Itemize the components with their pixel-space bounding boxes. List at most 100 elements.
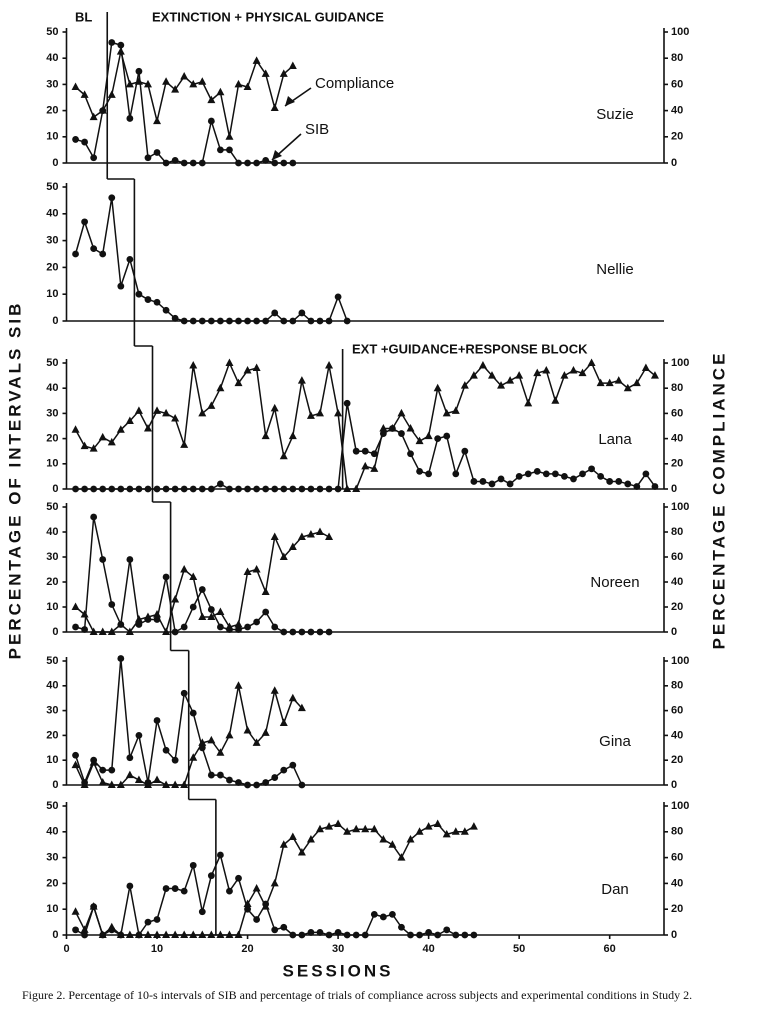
sib-point — [262, 779, 270, 786]
compliance-point — [352, 824, 361, 833]
compliance-point — [361, 461, 370, 470]
compliance-point — [325, 822, 334, 830]
sib-point — [642, 470, 650, 478]
sib-point — [244, 485, 251, 493]
x-tick-label: 40 — [422, 943, 434, 955]
sib-point — [280, 485, 288, 493]
compliance-point — [252, 56, 261, 64]
compliance-point — [243, 899, 252, 908]
compliance-point — [198, 930, 207, 938]
compliance-point — [98, 432, 107, 441]
sib-point — [108, 485, 116, 493]
sib-point — [180, 485, 188, 493]
compliance-point — [279, 552, 288, 560]
compliance-point — [261, 587, 270, 595]
compliance-point — [107, 437, 116, 446]
sib-point — [117, 41, 125, 49]
compliance-point — [143, 612, 152, 620]
compliance-point — [406, 424, 415, 432]
sib-point — [126, 556, 134, 563]
sib-point — [606, 478, 614, 485]
y-tick-label: 10 — [46, 131, 58, 143]
sib-point — [416, 931, 423, 939]
compliance-point — [171, 930, 180, 938]
y2-tick-label: 20 — [671, 458, 683, 470]
sib-point — [235, 779, 242, 786]
compliance-point — [80, 441, 89, 450]
sib-point — [135, 67, 143, 75]
sib-point — [651, 483, 659, 490]
sib-point — [271, 485, 279, 493]
sib-point — [144, 296, 152, 303]
y2-tick-label: 0 — [671, 929, 677, 941]
y2-tick-label: 20 — [671, 601, 683, 613]
sib-point — [289, 931, 297, 939]
sib-point — [398, 923, 405, 931]
compliance-point — [162, 780, 171, 788]
sib-point — [135, 732, 143, 739]
compliance-point — [143, 424, 152, 432]
compliance-point — [478, 361, 487, 369]
compliance-point — [297, 847, 306, 856]
sib-point — [488, 480, 496, 488]
compliance-point — [116, 425, 125, 433]
sib-point — [316, 929, 324, 936]
sib-point — [325, 317, 333, 325]
sib-point — [298, 931, 306, 939]
y-tick-label: 10 — [46, 288, 58, 300]
arrow-head — [285, 96, 295, 106]
compliance-point — [98, 930, 107, 938]
compliance-point — [270, 403, 279, 412]
sib-point — [334, 485, 342, 493]
compliance-point — [71, 82, 80, 91]
y2-tick-label: 60 — [671, 78, 683, 90]
compliance-point — [524, 398, 533, 407]
compliance-point — [315, 527, 324, 535]
compliance-point — [225, 730, 234, 739]
sib-point — [470, 931, 478, 939]
sib-point — [443, 926, 451, 934]
sib-point — [570, 475, 577, 483]
sib-point — [198, 159, 206, 167]
sib-point — [579, 470, 586, 478]
compliance-point — [388, 840, 397, 848]
sib-point — [226, 485, 233, 493]
compliance-point — [225, 132, 234, 140]
sib-point — [262, 156, 270, 164]
sib-point — [434, 931, 442, 939]
compliance-point — [433, 819, 442, 828]
sib-point — [99, 556, 107, 563]
sib-point — [280, 628, 288, 636]
sib-point — [189, 861, 197, 869]
y2-tick-label: 100 — [671, 501, 689, 513]
series-line — [75, 41, 293, 164]
compliance-point — [234, 930, 243, 938]
compliance-point — [261, 728, 270, 736]
sib-point — [189, 159, 197, 167]
compliance-point — [134, 77, 143, 85]
sib-point — [506, 480, 514, 488]
compliance-point — [424, 431, 433, 440]
compliance-point — [270, 686, 279, 694]
sib-point — [298, 781, 306, 789]
compliance-point — [198, 77, 207, 85]
sib-point — [90, 485, 98, 493]
phase-label: BL — [75, 9, 92, 24]
sib-point — [180, 623, 188, 631]
y-tick-label: 30 — [46, 407, 58, 419]
compliance-point — [578, 368, 587, 377]
y-tick-label: 40 — [46, 680, 58, 692]
compliance-point — [397, 408, 406, 417]
compliance-point — [379, 835, 388, 843]
compliance-point — [198, 408, 207, 417]
compliance-point — [180, 440, 189, 448]
compliance-point — [98, 106, 107, 114]
sib-point — [289, 159, 297, 167]
compliance-point — [497, 381, 506, 389]
sib-point — [271, 159, 279, 167]
series-line — [74, 197, 348, 322]
y-tick-label: 0 — [52, 483, 58, 495]
sib-point — [633, 483, 641, 490]
y2-axis-label: PERCENTAGE COMPLIANCE — [709, 351, 728, 650]
sib-point — [72, 136, 79, 143]
